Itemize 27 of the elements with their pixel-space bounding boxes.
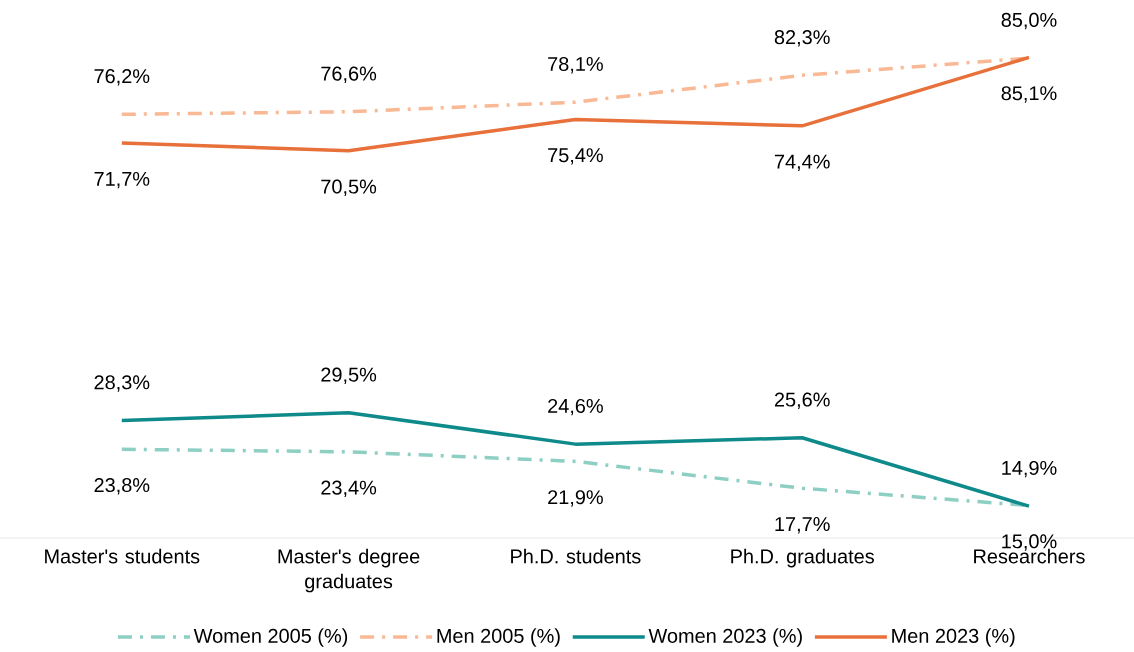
data-label: 25,6%: [774, 392, 830, 409]
x-tick-label: Master's degree graduates: [278, 548, 420, 593]
legend-label: Men 2023 (%): [892, 628, 1015, 647]
data-label: 23,8%: [94, 478, 150, 495]
data-label: 76,2%: [94, 69, 150, 86]
data-label: 21,9%: [548, 490, 603, 507]
legend-label: Men 2005 (%): [437, 628, 560, 647]
data-label: 82,3%: [774, 30, 830, 47]
data-label: 23,4%: [321, 480, 377, 498]
data-label: 70,5%: [321, 179, 377, 196]
data-label: 76,6%: [321, 66, 377, 83]
data-label: 75,4%: [548, 148, 603, 165]
x-tick-label: Master's students: [45, 548, 200, 564]
data-label: 74,4%: [774, 154, 830, 172]
data-label: 14,9%: [1002, 460, 1057, 478]
data-label: 29,5%: [321, 367, 377, 385]
data-label: 85,1%: [1001, 86, 1057, 103]
data-label: 28,3%: [94, 375, 150, 392]
data-label: 71,7%: [94, 171, 150, 189]
data-label: 78,1%: [548, 56, 603, 74]
x-tick-label: Ph.D. students: [511, 548, 641, 564]
data-label: 24,6%: [548, 398, 603, 416]
x-tick-label: Ph.D. graduates: [731, 548, 874, 568]
data-label: 17,7%: [775, 517, 830, 534]
legend-label: Women 2023 (%): [648, 628, 802, 647]
legend-label: Women 2005 (%): [193, 628, 348, 647]
data-label: 85,0%: [1001, 12, 1057, 30]
